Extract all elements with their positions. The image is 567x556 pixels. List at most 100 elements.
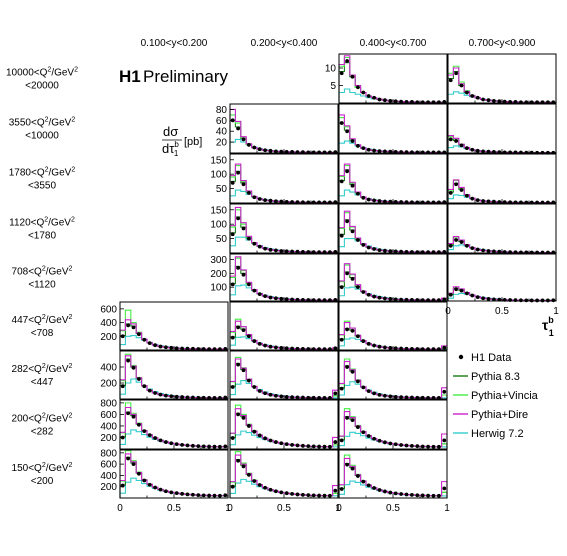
- y-tick-label: 50: [216, 234, 228, 245]
- x-tick-label: 0: [227, 503, 233, 514]
- data-point: [486, 249, 491, 253]
- data-point: [431, 493, 436, 498]
- data-point: [317, 493, 321, 498]
- data-point: [230, 436, 235, 440]
- data-point: [492, 99, 496, 103]
- data-point: [404, 443, 409, 448]
- vincia-hist: [229, 451, 339, 498]
- data-point: [454, 139, 458, 143]
- data-point: [356, 144, 360, 148]
- dire-hist: [229, 108, 339, 154]
- data-point: [345, 129, 349, 134]
- legend-label: Pythia+Dire: [471, 409, 528, 421]
- data-point: [339, 438, 344, 443]
- panel: [338, 399, 448, 450]
- data-point: [147, 433, 152, 438]
- data-point: [153, 436, 158, 440]
- data-point: [137, 377, 141, 381]
- data-point: [174, 346, 179, 351]
- data-point: [420, 444, 425, 449]
- panel-frame: [229, 301, 339, 351]
- data-point: [345, 365, 349, 369]
- row-label-line2: <3550: [28, 181, 57, 192]
- data-point: [241, 182, 246, 187]
- data-point: [345, 271, 349, 276]
- data-point: [388, 297, 393, 301]
- data-point: [388, 394, 393, 399]
- data-point: [481, 296, 485, 301]
- dire-hist: [338, 163, 448, 203]
- data-point: [454, 287, 458, 292]
- data-point: [274, 149, 278, 154]
- dire-hist: [338, 114, 448, 154]
- row-label-line2: <1120: [28, 280, 56, 291]
- column-label: 0.100<y<0.200: [141, 38, 208, 49]
- dire-hist: [447, 67, 557, 103]
- data-point: [236, 325, 241, 330]
- data-point: [274, 440, 278, 444]
- data-point: [241, 272, 246, 277]
- data-point: [345, 59, 349, 63]
- data-point: [383, 98, 387, 103]
- data-point: [492, 297, 496, 302]
- data-point: [372, 343, 376, 348]
- data-point: [153, 485, 158, 490]
- data-point: [470, 196, 475, 201]
- data-point: [366, 94, 371, 98]
- data-point: [268, 344, 273, 349]
- x-tick-label: 0: [445, 306, 451, 317]
- legend-entry: Pythia 8.3: [453, 371, 520, 383]
- y-tick-label: 200: [100, 433, 117, 444]
- data-point: [268, 247, 273, 252]
- data-point: [174, 442, 179, 446]
- data-point: [241, 328, 246, 333]
- data-point: [236, 412, 241, 417]
- data-point: [263, 343, 267, 348]
- data-point: [252, 479, 257, 483]
- data-point: [350, 229, 355, 234]
- data-point: [350, 328, 355, 333]
- data-point: [377, 392, 382, 397]
- y-tick-label: 100: [210, 170, 227, 181]
- x-tick-label: 0.5: [495, 306, 509, 317]
- panel-frame: [229, 153, 339, 204]
- x-tick-label: 1: [225, 503, 231, 514]
- row-label-line2: <447: [31, 377, 54, 388]
- row-label-line1: 282<Q2/GeV2: [12, 363, 73, 375]
- dire-hist: [229, 454, 339, 498]
- data-point: [465, 243, 469, 248]
- data-point: [383, 296, 387, 301]
- data-point: [311, 444, 316, 449]
- data-point: [263, 436, 267, 441]
- dire-hist: [229, 408, 339, 449]
- data-point: [410, 492, 414, 497]
- row-label-line1: 3550<Q2/GeV2: [9, 117, 76, 129]
- panel: 0 0.5 1: [445, 253, 559, 317]
- data-point: [437, 444, 441, 449]
- data-point: [519, 298, 523, 303]
- data-point: [339, 179, 344, 184]
- data-point: [388, 490, 393, 495]
- y-tick-label: 800: [100, 398, 117, 409]
- data-point: [388, 99, 393, 103]
- data-point: [399, 395, 403, 400]
- data-point: [142, 337, 147, 342]
- data-point: [377, 149, 382, 153]
- data-point: [284, 442, 289, 446]
- data-point: [284, 346, 289, 351]
- row-label-line2: <10000: [25, 131, 59, 142]
- data-point: [247, 424, 251, 428]
- data-point: [345, 219, 349, 224]
- data-point: [361, 430, 366, 435]
- data-point: [252, 288, 257, 293]
- data-point: [164, 489, 168, 494]
- legend-label: Pythia+Vincia: [471, 390, 539, 402]
- data-point: [393, 99, 398, 104]
- data-point: [361, 479, 366, 484]
- data-point: [361, 290, 366, 294]
- data-point: [356, 285, 360, 290]
- data-point: [361, 146, 366, 151]
- data-point: [290, 442, 294, 447]
